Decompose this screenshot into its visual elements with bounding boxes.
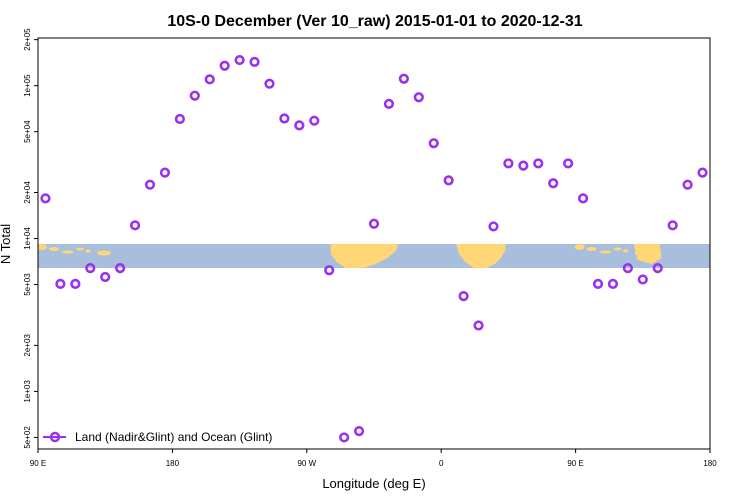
data-points — [40, 54, 708, 443]
chart-title: 10S-0 December (Ver 10_raw) 2015-01-01 t… — [167, 13, 582, 30]
data-point — [40, 193, 51, 204]
australasia-land-east — [574, 244, 662, 264]
x-axis-label: Longitude (deg E) — [322, 476, 425, 491]
y-tick-label: 1e+04 — [23, 227, 32, 250]
data-point — [533, 158, 544, 169]
data-point — [129, 220, 141, 231]
data-point — [353, 425, 365, 437]
data-point — [697, 167, 708, 178]
data-point — [577, 193, 589, 204]
data-point — [189, 90, 200, 101]
y-axis-label: N Total — [0, 224, 13, 264]
data-point — [682, 179, 693, 190]
legend-label: Land (Nadir&Glint) and Ocean (Glint) — [75, 430, 272, 444]
data-point — [458, 291, 469, 302]
x-axis: 90 E 180 90 W 0 90 E 180 — [30, 449, 717, 468]
data-point — [488, 221, 499, 232]
data-point — [204, 74, 215, 85]
data-point — [667, 220, 678, 231]
x-tick-label: 90 E — [567, 459, 583, 468]
data-point — [85, 263, 96, 274]
data-point — [234, 54, 245, 66]
y-tick-label: 5e+04 — [23, 120, 32, 143]
data-point — [264, 78, 275, 89]
data-point — [309, 115, 320, 126]
data-point — [294, 120, 305, 131]
data-point — [368, 218, 380, 229]
y-tick-label: 1e+03 — [23, 380, 32, 403]
data-point — [503, 158, 514, 169]
data-point — [279, 113, 290, 124]
data-point — [249, 56, 260, 68]
data-point — [115, 263, 126, 274]
data-point — [383, 98, 395, 109]
south-america-land — [330, 244, 398, 268]
y-tick-label: 5e+02 — [23, 426, 32, 449]
x-tick-label: 90 E — [30, 459, 46, 468]
data-point — [144, 179, 156, 190]
data-point — [398, 73, 409, 84]
data-point — [339, 432, 350, 443]
y-axis: 5e+02 1e+03 2e+03 5e+03 1e+04 2e+04 5e+04 1e+05… — [23, 28, 38, 449]
world-map-band — [37, 244, 710, 268]
africa-land — [456, 244, 506, 268]
data-point — [100, 271, 111, 283]
x-tick-label: 180 — [703, 459, 717, 468]
australasia-land-west — [37, 244, 111, 256]
data-point — [518, 160, 529, 171]
legend-marker-icon — [49, 431, 61, 443]
plot-frame — [37, 37, 711, 450]
x-tick-label: 180 — [166, 459, 180, 468]
data-point — [443, 175, 454, 186]
y-tick-label: 2e+05 — [23, 28, 32, 51]
data-point — [652, 263, 663, 274]
data-point — [219, 60, 230, 71]
data-point — [159, 167, 171, 178]
y-tick-label: 2e+03 — [23, 334, 32, 357]
data-point — [563, 158, 574, 169]
data-point — [473, 320, 484, 331]
data-point — [55, 278, 66, 289]
data-point — [70, 278, 81, 289]
legend: Land (Nadir&Glint) and Ocean (Glint) — [43, 430, 272, 444]
x-tick-label: 0 — [439, 459, 444, 468]
data-point — [607, 278, 619, 289]
data-point — [548, 178, 559, 189]
x-tick-label: 90 W — [297, 459, 316, 468]
data-point — [413, 92, 424, 103]
data-point — [592, 278, 604, 289]
data-point — [324, 265, 335, 276]
y-tick-label: 5e+03 — [23, 273, 32, 296]
data-point — [637, 274, 648, 285]
data-point — [428, 138, 439, 149]
data-point — [174, 113, 185, 125]
data-point — [622, 263, 633, 274]
y-tick-label: 1e+05 — [23, 74, 32, 97]
y-tick-label: 2e+04 — [23, 181, 32, 204]
